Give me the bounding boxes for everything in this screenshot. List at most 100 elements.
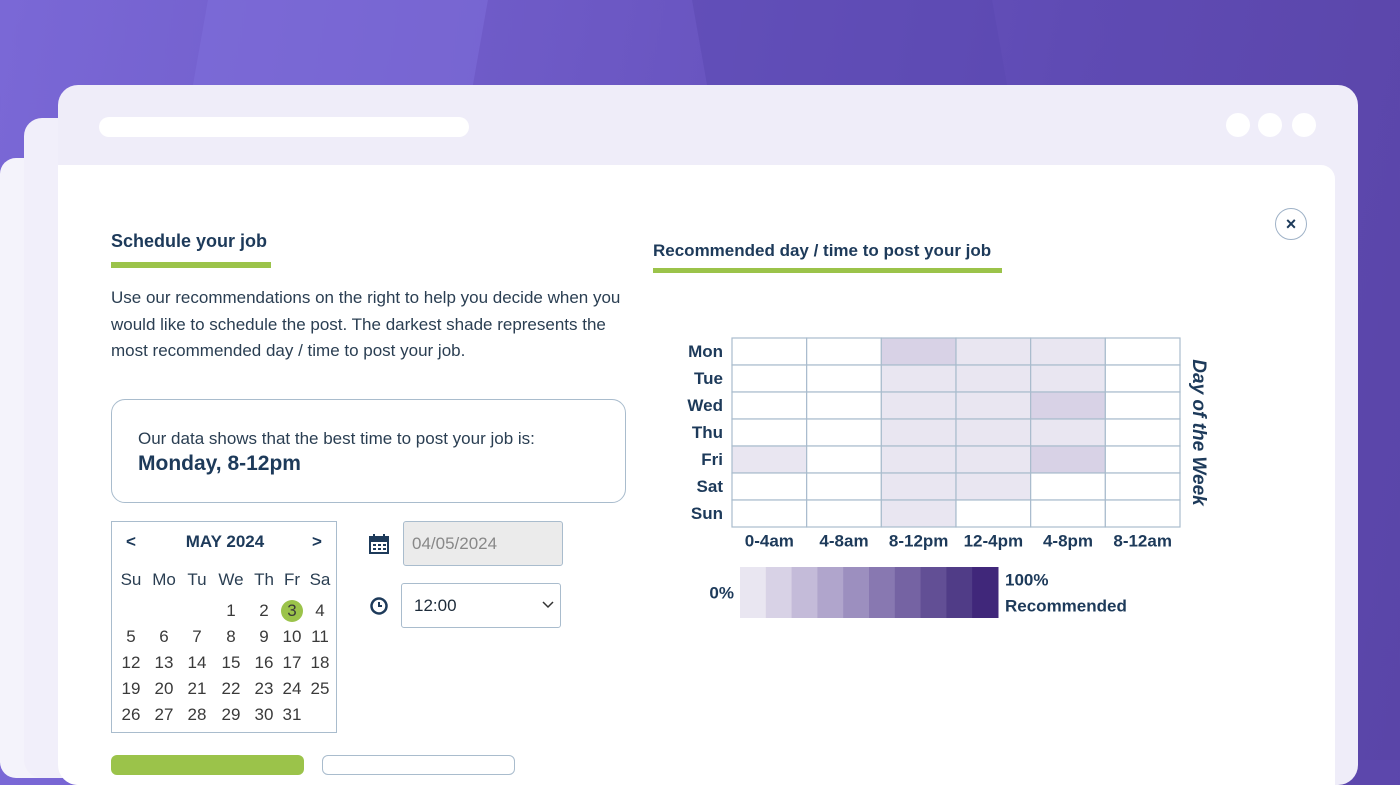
date[interactable]: 5 (126, 627, 136, 646)
next-month[interactable]: > (312, 532, 322, 551)
date[interactable]: 15 (221, 653, 241, 672)
date[interactable]: 14 (187, 653, 207, 672)
heat-cell (731, 391, 808, 420)
time-label: 4-8am (819, 531, 868, 550)
legend-swatch (765, 567, 793, 618)
title-underline (653, 268, 1002, 273)
heat-cell (806, 499, 882, 528)
heat-cell (1104, 445, 1181, 474)
date[interactable]: 1 (226, 601, 236, 620)
date[interactable]: 16 (254, 653, 274, 672)
heat-cell (955, 364, 1032, 393)
window-dot (1258, 113, 1282, 137)
heat-cell (1104, 499, 1181, 528)
date[interactable]: 8 (226, 627, 236, 646)
legend-swatch (972, 567, 999, 618)
best-time-box (111, 399, 626, 503)
calendar-icon (369, 534, 389, 554)
heat-cell (955, 391, 1032, 420)
heat-cell (1030, 391, 1106, 420)
axis-label: Day of the Week (1188, 359, 1209, 507)
date[interactable]: 18 (310, 653, 330, 672)
legend-caption: Recommended (1005, 596, 1127, 615)
heat-cell (1104, 391, 1181, 420)
section-title: Schedule your job (111, 231, 268, 251)
prev-month[interactable]: < (126, 532, 136, 551)
time-select[interactable]: 12:00 (401, 583, 561, 628)
legend-swatch (920, 567, 947, 618)
heat-cell (731, 499, 808, 528)
heatmap: Mon Tue Wed Thu Fri Sat Sun 0-4am 4-8am 8-12pm 12-… (687, 337, 1209, 618)
date[interactable]: 25 (310, 679, 330, 698)
heat-cell (806, 472, 882, 501)
clock-icon (370, 597, 388, 615)
date[interactable]: 29 (221, 705, 241, 724)
heat-cell (880, 499, 957, 528)
heat-cell (731, 418, 808, 447)
heat-cell (1030, 337, 1106, 366)
date[interactable]: 13 (154, 653, 174, 672)
heat-cell (1104, 364, 1181, 393)
day-label: Fri (701, 450, 723, 469)
date[interactable]: 22 (221, 679, 241, 698)
date[interactable]: 9 (259, 627, 269, 646)
date-input[interactable]: 04/05/2024 (403, 521, 563, 566)
heat-cell (955, 445, 1032, 474)
date[interactable]: 20 (154, 679, 174, 698)
heat-cell (1030, 499, 1106, 528)
heat-cell (806, 337, 882, 366)
best-time-value: Monday, 8-12pm (138, 452, 301, 475)
time-label: 12-4pm (964, 531, 1024, 550)
date[interactable]: 30 (254, 705, 274, 724)
date[interactable]: 27 (154, 705, 174, 724)
heat-cell (731, 364, 808, 393)
date[interactable]: 4 (315, 601, 325, 620)
date[interactable]: 2 (259, 601, 269, 620)
date[interactable]: 21 (187, 679, 207, 698)
chevron (542, 601, 554, 609)
window-dot (1226, 113, 1250, 137)
date[interactable]: 10 (282, 627, 302, 646)
heat-cell (880, 418, 957, 447)
date[interactable]: 12 (121, 653, 141, 672)
heat-cell (880, 364, 957, 393)
heat-cell (955, 418, 1032, 447)
time-label: 4-8pm (1043, 531, 1093, 550)
close-button[interactable]: × (1275, 208, 1307, 240)
legend-swatch (869, 567, 896, 618)
date[interactable]: 19 (121, 679, 141, 698)
date[interactable]: 6 (159, 627, 169, 646)
date[interactable]: 31 (282, 705, 302, 724)
date[interactable]: 23 (254, 679, 274, 698)
heat-cell (955, 472, 1032, 501)
time-label: 8-12pm (889, 531, 949, 550)
time-label: 8-12am (1113, 531, 1172, 550)
legend-swatch (894, 567, 922, 618)
address-bar (99, 117, 469, 137)
legend-swatch (791, 567, 818, 618)
heat-cell (955, 337, 1032, 366)
legend-swatch (946, 567, 973, 618)
weekday: Th (254, 570, 274, 589)
date[interactable]: 17 (282, 653, 302, 672)
heat-cell (955, 499, 1032, 528)
legend-swatch (843, 567, 870, 618)
heat-cell (1030, 364, 1106, 393)
date[interactable]: 11 (311, 627, 329, 646)
heat-cell (880, 337, 957, 366)
date[interactable]: 26 (121, 705, 141, 724)
date[interactable]: 28 (187, 705, 207, 724)
weekday: We (218, 570, 244, 589)
date[interactable]: 3 (287, 601, 297, 620)
weekday: Mo (152, 570, 176, 589)
heat-cell (806, 445, 882, 474)
time-label: 0-4am (745, 531, 794, 550)
legend-swatch (740, 567, 767, 618)
legend-swatch (817, 567, 844, 618)
date[interactable]: 24 (282, 679, 302, 698)
time-value: 12:00 (414, 596, 457, 615)
heat-cell (806, 418, 882, 447)
day-label: Mon (688, 342, 723, 361)
heat-cell (880, 472, 957, 501)
date[interactable]: 7 (192, 627, 202, 646)
